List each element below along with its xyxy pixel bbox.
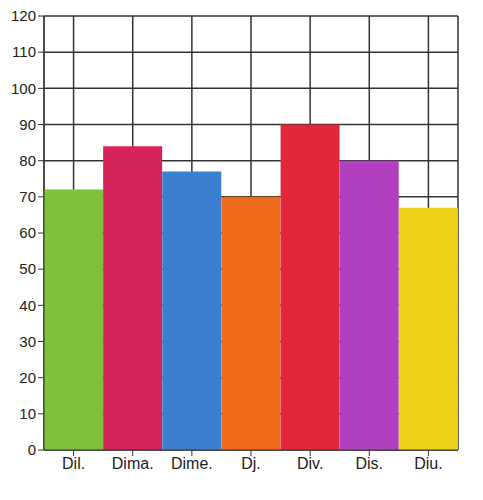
svg-text:30: 30 [19,333,36,350]
svg-text:0: 0 [28,441,36,458]
svg-text:60: 60 [19,224,36,241]
svg-text:40: 40 [19,297,36,314]
svg-text:Dil.: Dil. [62,455,85,472]
svg-text:Dime.: Dime. [171,455,213,472]
svg-text:80: 80 [19,152,36,169]
svg-text:Div.: Div. [297,455,323,472]
svg-text:20: 20 [19,369,36,386]
svg-text:Dj.: Dj. [241,455,261,472]
svg-text:10: 10 [19,405,36,422]
svg-text:100: 100 [11,80,36,97]
svg-text:90: 90 [19,116,36,133]
svg-text:70: 70 [19,188,36,205]
svg-text:Dis.: Dis. [356,455,384,472]
svg-text:120: 120 [11,7,36,24]
svg-text:50: 50 [19,260,36,277]
svg-text:Diu.: Diu. [414,455,442,472]
svg-text:Dima.: Dima. [112,455,154,472]
svg-text:110: 110 [12,43,36,60]
